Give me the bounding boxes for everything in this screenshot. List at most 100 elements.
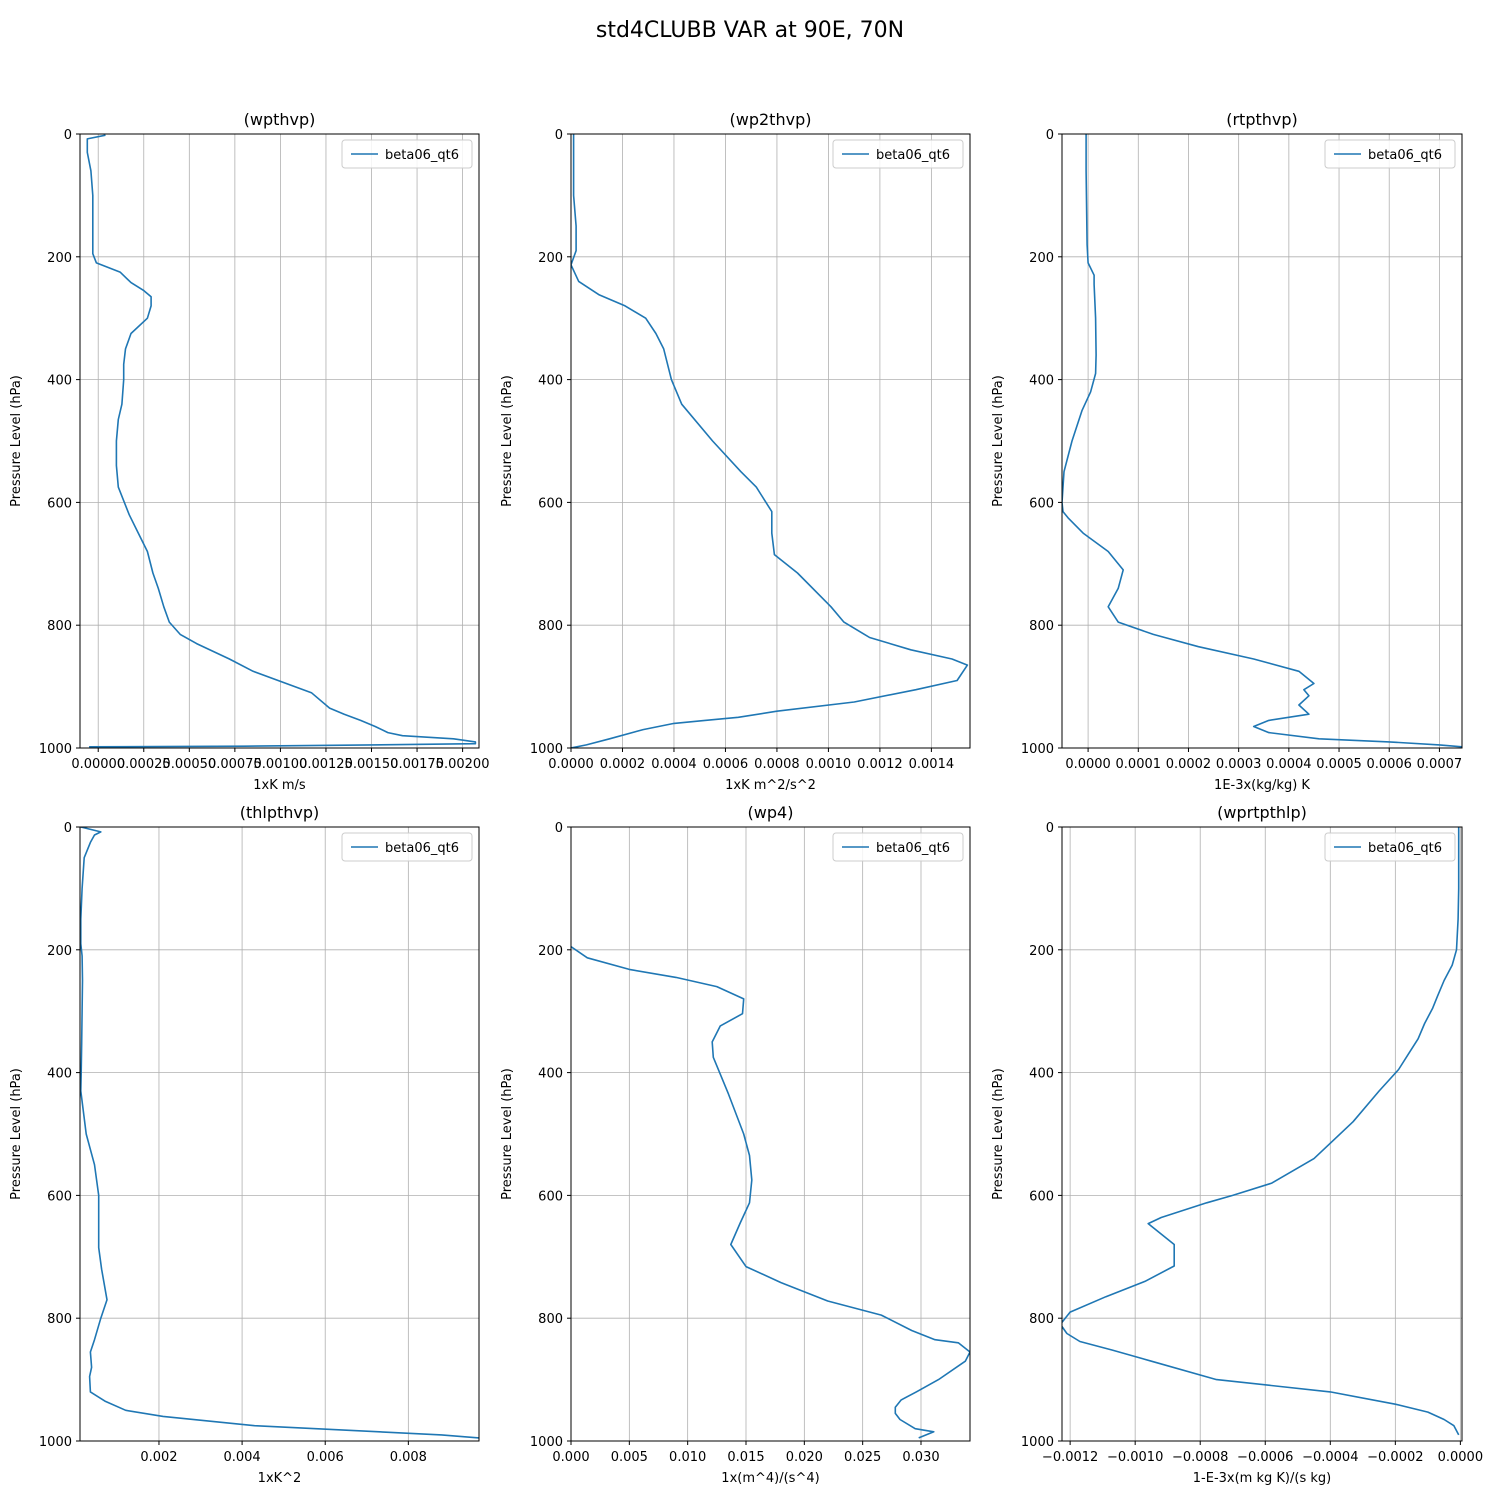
y-tick-label: 1000 [530,742,563,757]
x-tick-label: 0.005 [611,1450,648,1465]
panel-title: (thlpthvp) [240,803,320,822]
plot-frame [570,133,971,749]
y-tick-label: 800 [538,619,563,634]
x-tick-label: −0.0002 [1367,1450,1423,1465]
x-tick-label: 0.0012 [857,757,903,772]
legend: beta06_qt6 [1324,832,1456,862]
y-tick-label: 800 [538,1312,563,1327]
panel-title: (rtpthvp) [1226,110,1298,129]
x-axis-label: 1-E-3x(m kg K)/(s kg) [1193,1471,1331,1486]
y-axis-label: Pressure Level (hPa) [500,1068,515,1200]
legend-label: beta06_qt6 [385,841,459,856]
x-tick-label: 0.0008 [754,757,800,772]
legend-box [341,832,473,862]
legend-label: beta06_qt6 [876,148,950,163]
plot-frame [79,133,480,749]
y-tick-label: 1000 [1021,1435,1054,1450]
y-tick-label: 1000 [1021,742,1054,757]
plot-frame [570,826,971,1442]
legend: beta06_qt6 [832,832,964,862]
plot-area [1062,134,1462,748]
y-axis-label: Pressure Level (hPa) [9,375,24,507]
x-tick-label: 0.00100 [254,757,308,772]
y-tick-label: 400 [1029,374,1054,389]
y-tick-label: 200 [1029,251,1054,266]
plot-area [1062,827,1462,1441]
x-tick-label: 0.0003 [1216,757,1262,772]
y-tick-label: 200 [1029,944,1054,959]
x-tick-label: 0.00050 [162,757,216,772]
y-tick-label: 0 [64,128,72,143]
plot-area [80,827,479,1441]
x-tick-label: 0.0004 [651,757,697,772]
y-tick-label: 200 [47,251,72,266]
legend-label: beta06_qt6 [1368,841,1442,856]
legend: beta06_qt6 [832,139,964,169]
x-tick-label: 0.00125 [299,757,353,772]
series-line-1 [1062,827,1460,1436]
y-tick-label: 1000 [530,1435,563,1450]
legend-box [341,139,473,169]
y-tick-label: 0 [64,821,72,836]
series-line-1 [571,946,970,1439]
x-axis-label: 1xK^2 [258,1471,302,1486]
x-tick-label: 0.0001 [1116,757,1162,772]
x-tick-label: 0.0000 [1065,757,1111,772]
x-tick-label: 0.015 [727,1450,764,1465]
figure-title: std4CLUBB VAR at 90E, 70N [596,18,904,43]
x-tick-label: 0.0002 [600,757,646,772]
x-tick-label: 0.002 [140,1450,177,1465]
y-tick-label: 200 [47,944,72,959]
legend-box [1324,832,1456,862]
series-line-1 [80,827,479,1439]
legend-label: beta06_qt6 [385,148,459,163]
chart-panel-4: 0.002 0.004 0.006 0.008 0 200 400 600 800 1000 (th… [9,803,480,1486]
y-tick-label: 0 [1046,128,1054,143]
y-tick-label: 400 [47,374,72,389]
x-tick-label: 0.000 [552,1450,589,1465]
y-tick-label: 600 [538,496,563,511]
y-axis-label: Pressure Level (hPa) [991,375,1006,507]
y-tick-label: 600 [47,496,72,511]
legend: beta06_qt6 [341,139,473,169]
legend: beta06_qt6 [341,832,473,862]
plot-frame [1061,133,1463,749]
x-tick-label: 0.0004 [1266,757,1312,772]
x-tick-label: 0.0000 [548,757,594,772]
x-tick-label: 0.0010 [806,757,852,772]
x-tick-label: −0.0008 [1172,1450,1228,1465]
y-tick-label: 800 [1029,1312,1054,1327]
x-tick-label: −0.0012 [1042,1450,1098,1465]
x-tick-label: 0.020 [786,1450,823,1465]
x-tick-label: 0.010 [669,1450,706,1465]
panel-title: (wp2thvp) [730,110,812,129]
x-tick-label: 0.0005 [1316,757,1362,772]
panel-title: (wpthvp) [244,110,316,129]
y-tick-label: 200 [538,944,563,959]
chart-panel-3: 0.0000 0.0001 0.0002 0.0003 0.0004 0.0005 0.00… [991,110,1463,793]
y-tick-label: 800 [47,619,72,634]
y-tick-label: 1000 [39,1435,72,1450]
legend-box [832,832,964,862]
x-tick-label: 0.0014 [909,757,955,772]
legend-box [1324,139,1456,169]
x-tick-label: 0.00150 [345,757,399,772]
y-tick-label: 400 [1029,1067,1054,1082]
x-tick-label: 0.00000 [71,757,125,772]
y-tick-label: 0 [1046,821,1054,836]
x-tick-label: 0.0007 [1417,757,1463,772]
y-tick-label: 400 [47,1067,72,1082]
x-tick-label: 0.004 [223,1450,260,1465]
y-tick-label: 1000 [39,742,72,757]
chart-panel-2: 0.0000 0.0002 0.0004 0.0006 0.0008 0.0010 0.00… [500,110,971,793]
legend-label: beta06_qt6 [1368,148,1442,163]
y-tick-label: 0 [555,821,563,836]
plot-area [80,134,479,748]
plot-area [571,134,970,748]
x-axis-label: 1xK m/s [253,778,306,793]
x-tick-label: −0.0010 [1107,1450,1163,1465]
x-tick-label: 0.0000 [1438,1450,1484,1465]
y-tick-label: 0 [555,128,563,143]
x-tick-label: 0.008 [390,1450,427,1465]
